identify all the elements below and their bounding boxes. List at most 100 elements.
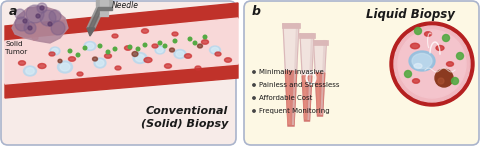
Circle shape	[452, 78, 458, 85]
Ellipse shape	[135, 54, 144, 62]
Text: (Solid) Biopsy: (Solid) Biopsy	[141, 119, 228, 129]
Polygon shape	[98, 7, 112, 10]
Circle shape	[113, 47, 117, 51]
Ellipse shape	[157, 47, 163, 53]
Polygon shape	[12, 6, 68, 43]
Circle shape	[15, 9, 25, 19]
Ellipse shape	[414, 64, 422, 68]
Ellipse shape	[60, 63, 70, 71]
Ellipse shape	[93, 57, 97, 61]
Polygon shape	[302, 76, 312, 121]
Circle shape	[390, 22, 474, 106]
Circle shape	[456, 53, 464, 60]
Circle shape	[40, 6, 44, 10]
Ellipse shape	[165, 64, 171, 68]
Circle shape	[253, 110, 255, 112]
Ellipse shape	[215, 52, 221, 56]
Circle shape	[398, 30, 466, 98]
Ellipse shape	[105, 54, 111, 58]
Ellipse shape	[225, 58, 231, 62]
Text: Liquid Biopsy: Liquid Biopsy	[366, 8, 455, 21]
Circle shape	[163, 44, 167, 48]
Circle shape	[98, 44, 102, 48]
Circle shape	[128, 45, 132, 49]
Ellipse shape	[169, 48, 175, 52]
Ellipse shape	[84, 41, 96, 51]
Polygon shape	[316, 73, 320, 114]
Ellipse shape	[69, 57, 75, 61]
Ellipse shape	[77, 72, 83, 76]
Polygon shape	[87, 0, 108, 28]
Ellipse shape	[24, 66, 36, 76]
Ellipse shape	[124, 46, 132, 50]
Ellipse shape	[424, 32, 432, 36]
Circle shape	[203, 35, 207, 39]
Polygon shape	[285, 71, 297, 126]
Ellipse shape	[174, 49, 186, 59]
Ellipse shape	[133, 53, 147, 64]
Polygon shape	[283, 24, 299, 126]
Circle shape	[415, 27, 421, 34]
Ellipse shape	[446, 62, 454, 66]
Circle shape	[76, 53, 80, 57]
Ellipse shape	[155, 46, 165, 54]
Ellipse shape	[19, 61, 25, 65]
Circle shape	[405, 71, 411, 78]
Polygon shape	[5, 3, 238, 41]
Polygon shape	[315, 73, 325, 116]
Text: Affordable Cost: Affordable Cost	[259, 95, 312, 101]
Bar	[312, 40, 327, 45]
Circle shape	[253, 84, 255, 86]
Text: a: a	[9, 5, 17, 18]
Circle shape	[15, 17, 29, 31]
Circle shape	[193, 41, 197, 45]
Bar	[299, 33, 315, 38]
Ellipse shape	[112, 34, 118, 38]
Circle shape	[68, 49, 72, 53]
FancyBboxPatch shape	[244, 1, 479, 145]
Ellipse shape	[209, 46, 220, 54]
Circle shape	[173, 39, 177, 43]
Text: Minimally Invasive: Minimally Invasive	[259, 69, 324, 75]
Polygon shape	[100, 0, 108, 16]
Ellipse shape	[50, 47, 60, 55]
Circle shape	[23, 19, 27, 23]
Polygon shape	[303, 76, 307, 119]
Ellipse shape	[184, 54, 192, 58]
Polygon shape	[96, 0, 112, 6]
Text: b: b	[252, 5, 261, 18]
Ellipse shape	[58, 59, 62, 63]
Circle shape	[394, 26, 470, 102]
Text: Frequent Monitoring: Frequent Monitoring	[259, 108, 330, 114]
Circle shape	[37, 3, 47, 13]
Polygon shape	[89, 0, 106, 28]
Circle shape	[48, 22, 52, 26]
Ellipse shape	[132, 52, 138, 57]
Circle shape	[443, 34, 449, 41]
Ellipse shape	[152, 44, 158, 48]
Ellipse shape	[409, 51, 435, 71]
Polygon shape	[300, 34, 314, 121]
Circle shape	[188, 37, 192, 41]
Ellipse shape	[436, 46, 444, 51]
Circle shape	[28, 26, 32, 30]
Circle shape	[136, 47, 140, 51]
Circle shape	[253, 71, 255, 73]
Circle shape	[253, 97, 255, 99]
Circle shape	[106, 50, 110, 54]
Polygon shape	[5, 18, 238, 84]
Ellipse shape	[412, 79, 420, 83]
FancyBboxPatch shape	[1, 1, 236, 145]
Ellipse shape	[26, 68, 34, 74]
Circle shape	[26, 5, 44, 23]
Ellipse shape	[115, 66, 121, 70]
Circle shape	[49, 10, 61, 22]
Circle shape	[36, 14, 40, 18]
Bar	[282, 23, 300, 28]
Ellipse shape	[94, 58, 106, 68]
Ellipse shape	[58, 61, 72, 73]
Ellipse shape	[38, 64, 46, 68]
Polygon shape	[313, 41, 326, 116]
Ellipse shape	[202, 40, 208, 44]
Circle shape	[51, 21, 65, 35]
